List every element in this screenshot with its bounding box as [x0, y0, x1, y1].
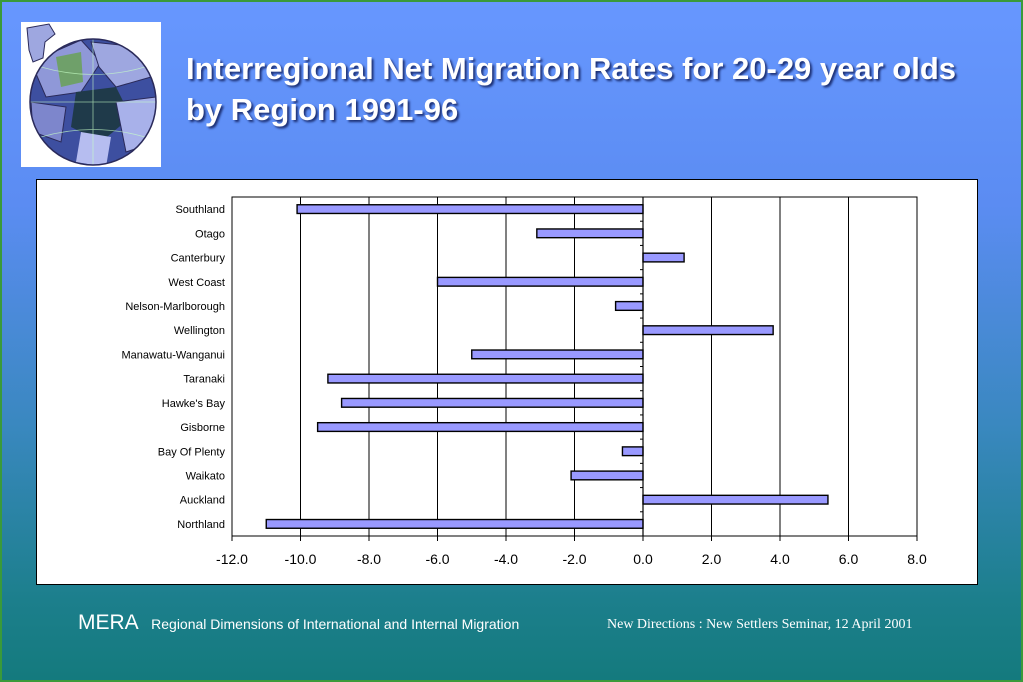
x-tick-label: -2.0	[562, 551, 586, 567]
x-tick-label: -4.0	[494, 551, 518, 567]
category-label: Nelson-Marlborough	[125, 301, 225, 313]
bar-taranaki	[327, 373, 644, 384]
bar-nelson-marlborough	[614, 300, 644, 312]
bar-canterbury	[642, 252, 685, 263]
category-label: Hawke's Bay	[162, 398, 226, 410]
category-label: Bay Of Plenty	[158, 446, 226, 458]
footer-right: New Directions : New Settlers Seminar, 1…	[607, 617, 913, 632]
bar-manawatu-wanganui	[471, 349, 644, 360]
x-tick-label: 6.0	[839, 551, 859, 567]
globe-logo	[21, 22, 161, 167]
x-tick-label: -8.0	[357, 551, 381, 567]
category-label: Waikato	[186, 470, 225, 482]
category-label: West Coast	[168, 277, 225, 289]
category-label: Canterbury	[171, 253, 226, 265]
x-tick-label: 2.0	[702, 551, 722, 567]
bar-hawke-s-bay	[340, 397, 644, 408]
bar-bay-of-plenty	[621, 446, 644, 457]
x-tick-label: 8.0	[907, 551, 927, 567]
x-tick-label: -12.0	[216, 551, 248, 567]
x-tick-label: 4.0	[770, 551, 790, 567]
x-tick-label: -10.0	[285, 551, 317, 567]
category-label: Wellington	[174, 325, 225, 337]
category-label: Northland	[177, 519, 225, 531]
footer-subtitle: Regional Dimensions of International and…	[151, 616, 520, 632]
bar-wellington	[642, 325, 774, 336]
slide-title: Interregional Net Migration Rates for 20…	[186, 51, 957, 127]
category-label: Gisborne	[180, 422, 225, 434]
bar-southland	[296, 204, 644, 215]
bar-chart: -12.0 -10.0 -8.0 -6.0 -4.0 -2.0 0.0 2.0 4.0 6.0 8.…	[121, 196, 927, 567]
chart-panel: -12.0 -10.0 -8.0 -6.0 -4.0 -2.0 0.0 2.0 4.0 6.0 8.…	[36, 179, 978, 585]
bar-west-coast	[436, 276, 644, 287]
footer-brand: MERA	[78, 611, 139, 634]
bar-northland	[265, 518, 644, 529]
bar-otago	[536, 228, 644, 239]
category-label: Auckland	[180, 495, 225, 507]
category-label: Southland	[175, 204, 225, 216]
category-label: Taranaki	[183, 374, 225, 386]
bar-auckland	[642, 494, 829, 505]
category-label: Manawatu-Wanganui	[121, 349, 225, 361]
x-tick-label: -6.0	[425, 551, 449, 567]
bar-gisborne	[316, 421, 644, 433]
x-tick-label: 0.0	[633, 551, 653, 567]
footer-left: MERA Regional Dimensions of Internationa…	[78, 611, 519, 635]
category-label: Otago	[195, 228, 225, 240]
bar-waikato	[570, 470, 644, 481]
